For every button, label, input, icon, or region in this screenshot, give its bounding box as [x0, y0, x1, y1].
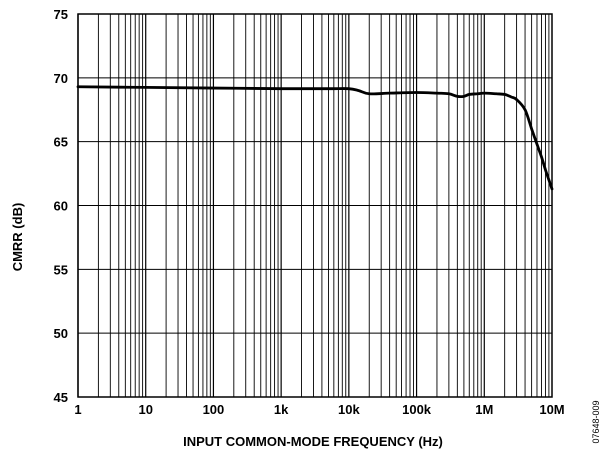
x-tick-label: 100k [402, 402, 432, 417]
plot-frame [77, 13, 553, 398]
y-tick-label: 50 [54, 326, 68, 341]
y-tick-label: 45 [54, 390, 68, 405]
y-tick-label: 75 [54, 7, 68, 22]
figure-id: 07648-009 [591, 400, 601, 443]
x-tick-label: 1k [274, 402, 289, 417]
y-tick-labels: 45 50 55 60 65 70 75 [54, 7, 68, 405]
y-tick-label: 55 [54, 262, 68, 277]
y-tick-label: 60 [54, 199, 68, 214]
x-tick-label: 10M [539, 402, 564, 417]
x-tick-label: 1 [74, 402, 81, 417]
series-layer [76, 85, 554, 191]
x-tick-labels: 1 10 100 1k 10k 100k 1M 10M [74, 402, 564, 417]
x-axis-title: INPUT COMMON-MODE FREQUENCY (Hz) [183, 434, 443, 449]
x-tick-label: 1M [475, 402, 493, 417]
y-tick-label: 65 [54, 135, 68, 150]
x-tick-label: 10k [338, 402, 360, 417]
x-tick-label: 100 [203, 402, 225, 417]
y-tick-label: 70 [54, 71, 68, 86]
cmrr-series-line [76, 85, 554, 191]
x-tick-label: 10 [138, 402, 152, 417]
grid [77, 13, 552, 398]
y-axis-title: CMRR (dB) [10, 203, 25, 272]
